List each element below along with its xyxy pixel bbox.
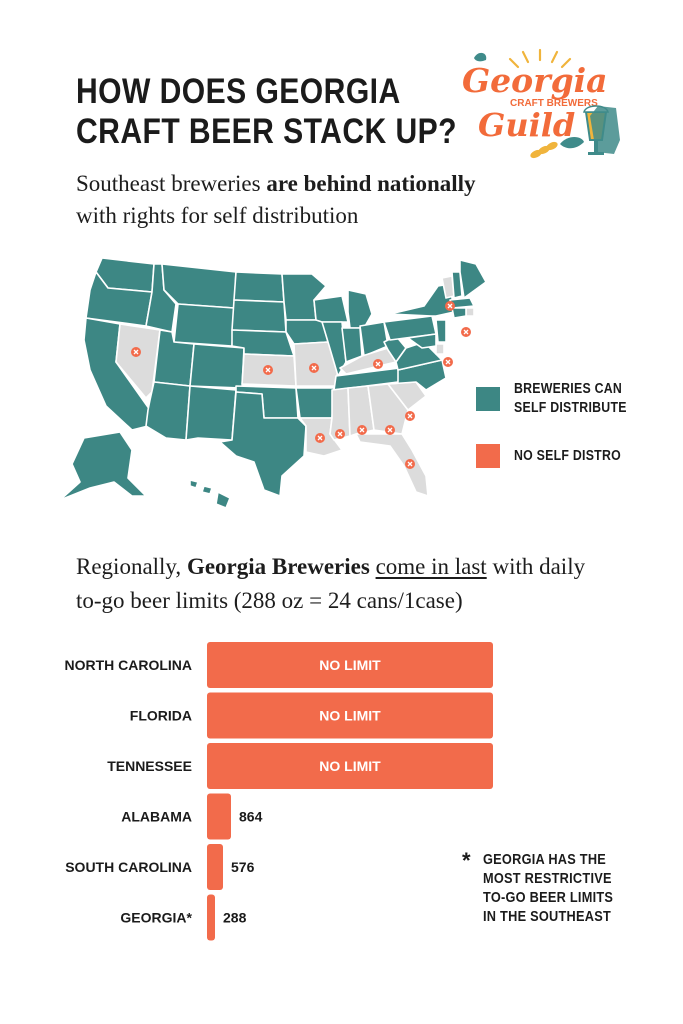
- state-georgia: [367, 383, 409, 435]
- region-line2: to-go beer limits (288 oz = 24 cans/1cas…: [76, 588, 463, 613]
- logo-georgia-state-icon: [590, 106, 620, 154]
- no-self-distro-markers: [131, 301, 471, 469]
- state-new-jersey: [435, 319, 447, 343]
- category-label: GEORGIA*: [120, 910, 192, 926]
- state-wisconsin: [313, 295, 349, 323]
- category-label: NORTH CAROLINA: [64, 657, 192, 673]
- category-label: FLORIDA: [130, 708, 192, 724]
- state-nevada: [115, 323, 161, 399]
- bar-north-carolina: [207, 642, 493, 688]
- value-label: NO LIMIT: [319, 708, 381, 724]
- marker-nevada: [131, 347, 141, 357]
- logo-word-guild: Guild: [478, 106, 575, 144]
- footnote-asterisk: *: [462, 848, 471, 873]
- state-michigan: [347, 289, 373, 329]
- title-line-2: CRAFT BEER STACK UP?: [76, 112, 457, 151]
- subhead-bold: are behind nationally: [266, 171, 476, 196]
- state-connecticut: [451, 307, 467, 319]
- bar-south-carolina: [207, 844, 223, 890]
- marker-kentucky: [373, 359, 383, 369]
- state-wyoming: [173, 303, 235, 347]
- footnote-text: GEORGIA HAS THE MOST RESTRICTIVE TO-GO B…: [482, 851, 613, 925]
- legend-item-no-self-distro: NO SELF DISTRO: [476, 444, 664, 468]
- marker-kansas: [263, 365, 273, 375]
- value-label: 576: [231, 859, 255, 875]
- legend-item-self-distribute: BREWERIES CAN SELF DISTRIBUTE: [476, 380, 664, 418]
- subhead: Southeast breweries are behind nationall…: [76, 168, 636, 232]
- logo-word-georgia: Georgia: [462, 61, 608, 100]
- state-maine: [459, 259, 487, 299]
- logo-leaf-icon: [474, 52, 584, 149]
- us-self-distribution-map: [59, 257, 487, 509]
- state-maryland: [407, 333, 437, 349]
- marker-south-carolina: [405, 411, 415, 421]
- state-arkansas: [295, 387, 335, 419]
- marker-missouri: [309, 363, 319, 373]
- state-new-hampshire: [451, 271, 463, 299]
- legend-swatch-orange: [476, 444, 500, 468]
- marker-vermont: [445, 301, 455, 311]
- category-label: ALABAMA: [121, 809, 192, 825]
- logo-sunburst-icon: [508, 48, 572, 69]
- region-underline: come in last: [375, 554, 487, 579]
- subhead-part1: Southeast breweries: [76, 171, 267, 196]
- page-title: HOW DOES GEORGIA CRAFT BEER STACK UP?: [76, 72, 457, 152]
- state-arizona: [145, 381, 191, 441]
- category-label: SOUTH CAROLINA: [65, 859, 192, 875]
- state-florida: [355, 433, 429, 497]
- bar-georgia: [207, 894, 215, 941]
- region-part2: with daily: [486, 554, 586, 579]
- state-south-dakota: [231, 299, 287, 333]
- logo-hops-icon: [530, 141, 558, 159]
- state-hawaii: [189, 479, 231, 509]
- state-new-mexico: [185, 385, 237, 441]
- logo-craft-brewers: CRAFT BREWERS: [510, 98, 598, 109]
- regional-statement: Regionally, Georgia Breweries come in la…: [76, 550, 656, 618]
- marker-louisiana: [315, 433, 325, 443]
- state-virginia: [395, 341, 443, 371]
- subhead-line2: with rights for self distribution: [76, 203, 359, 228]
- bar-alabama: [207, 793, 231, 840]
- state-rhode-island: [465, 307, 475, 317]
- bar-tennessee: [207, 743, 493, 789]
- state-new-york: [389, 283, 455, 317]
- georgia-craft-brewers-guild-logo: Georgia CRAFT BREWERS Guild: [462, 48, 620, 159]
- state-colorado: [189, 343, 245, 389]
- marker-alabama: [357, 425, 367, 435]
- state-alaska: [59, 431, 147, 501]
- value-label: 864: [239, 809, 263, 825]
- region-bold: Georgia Breweries: [186, 554, 370, 579]
- category-label: TENNESSEE: [107, 758, 192, 774]
- title-line-1: HOW DOES GEORGIA: [76, 72, 401, 111]
- state-texas: [219, 391, 307, 497]
- legend-label: BREWERIES CAN SELF DISTRIBUTE: [514, 381, 627, 416]
- state-north-dakota: [233, 271, 285, 303]
- value-label: NO LIMIT: [319, 758, 381, 774]
- footnote: * GEORGIA HAS THE MOST RESTRICTIVE TO-GO…: [462, 850, 643, 926]
- legend-swatch-teal: [476, 387, 500, 411]
- marker-florida: [405, 459, 415, 469]
- value-label: 288: [223, 910, 247, 926]
- bar-florida: [207, 692, 493, 739]
- marker-rhode-island: [461, 327, 471, 337]
- region-part1: Regionally,: [76, 554, 187, 579]
- marker-delaware: [443, 357, 453, 367]
- marker-georgia: [385, 425, 395, 435]
- legend-label: NO SELF DISTRO: [514, 447, 621, 464]
- marker-mississippi: [335, 429, 345, 439]
- state-north-carolina: [387, 359, 447, 391]
- map-legend: BREWERIES CAN SELF DISTRIBUTE NO SELF DI…: [476, 380, 664, 494]
- value-label: NO LIMIT: [319, 657, 381, 673]
- state-delaware: [435, 343, 445, 355]
